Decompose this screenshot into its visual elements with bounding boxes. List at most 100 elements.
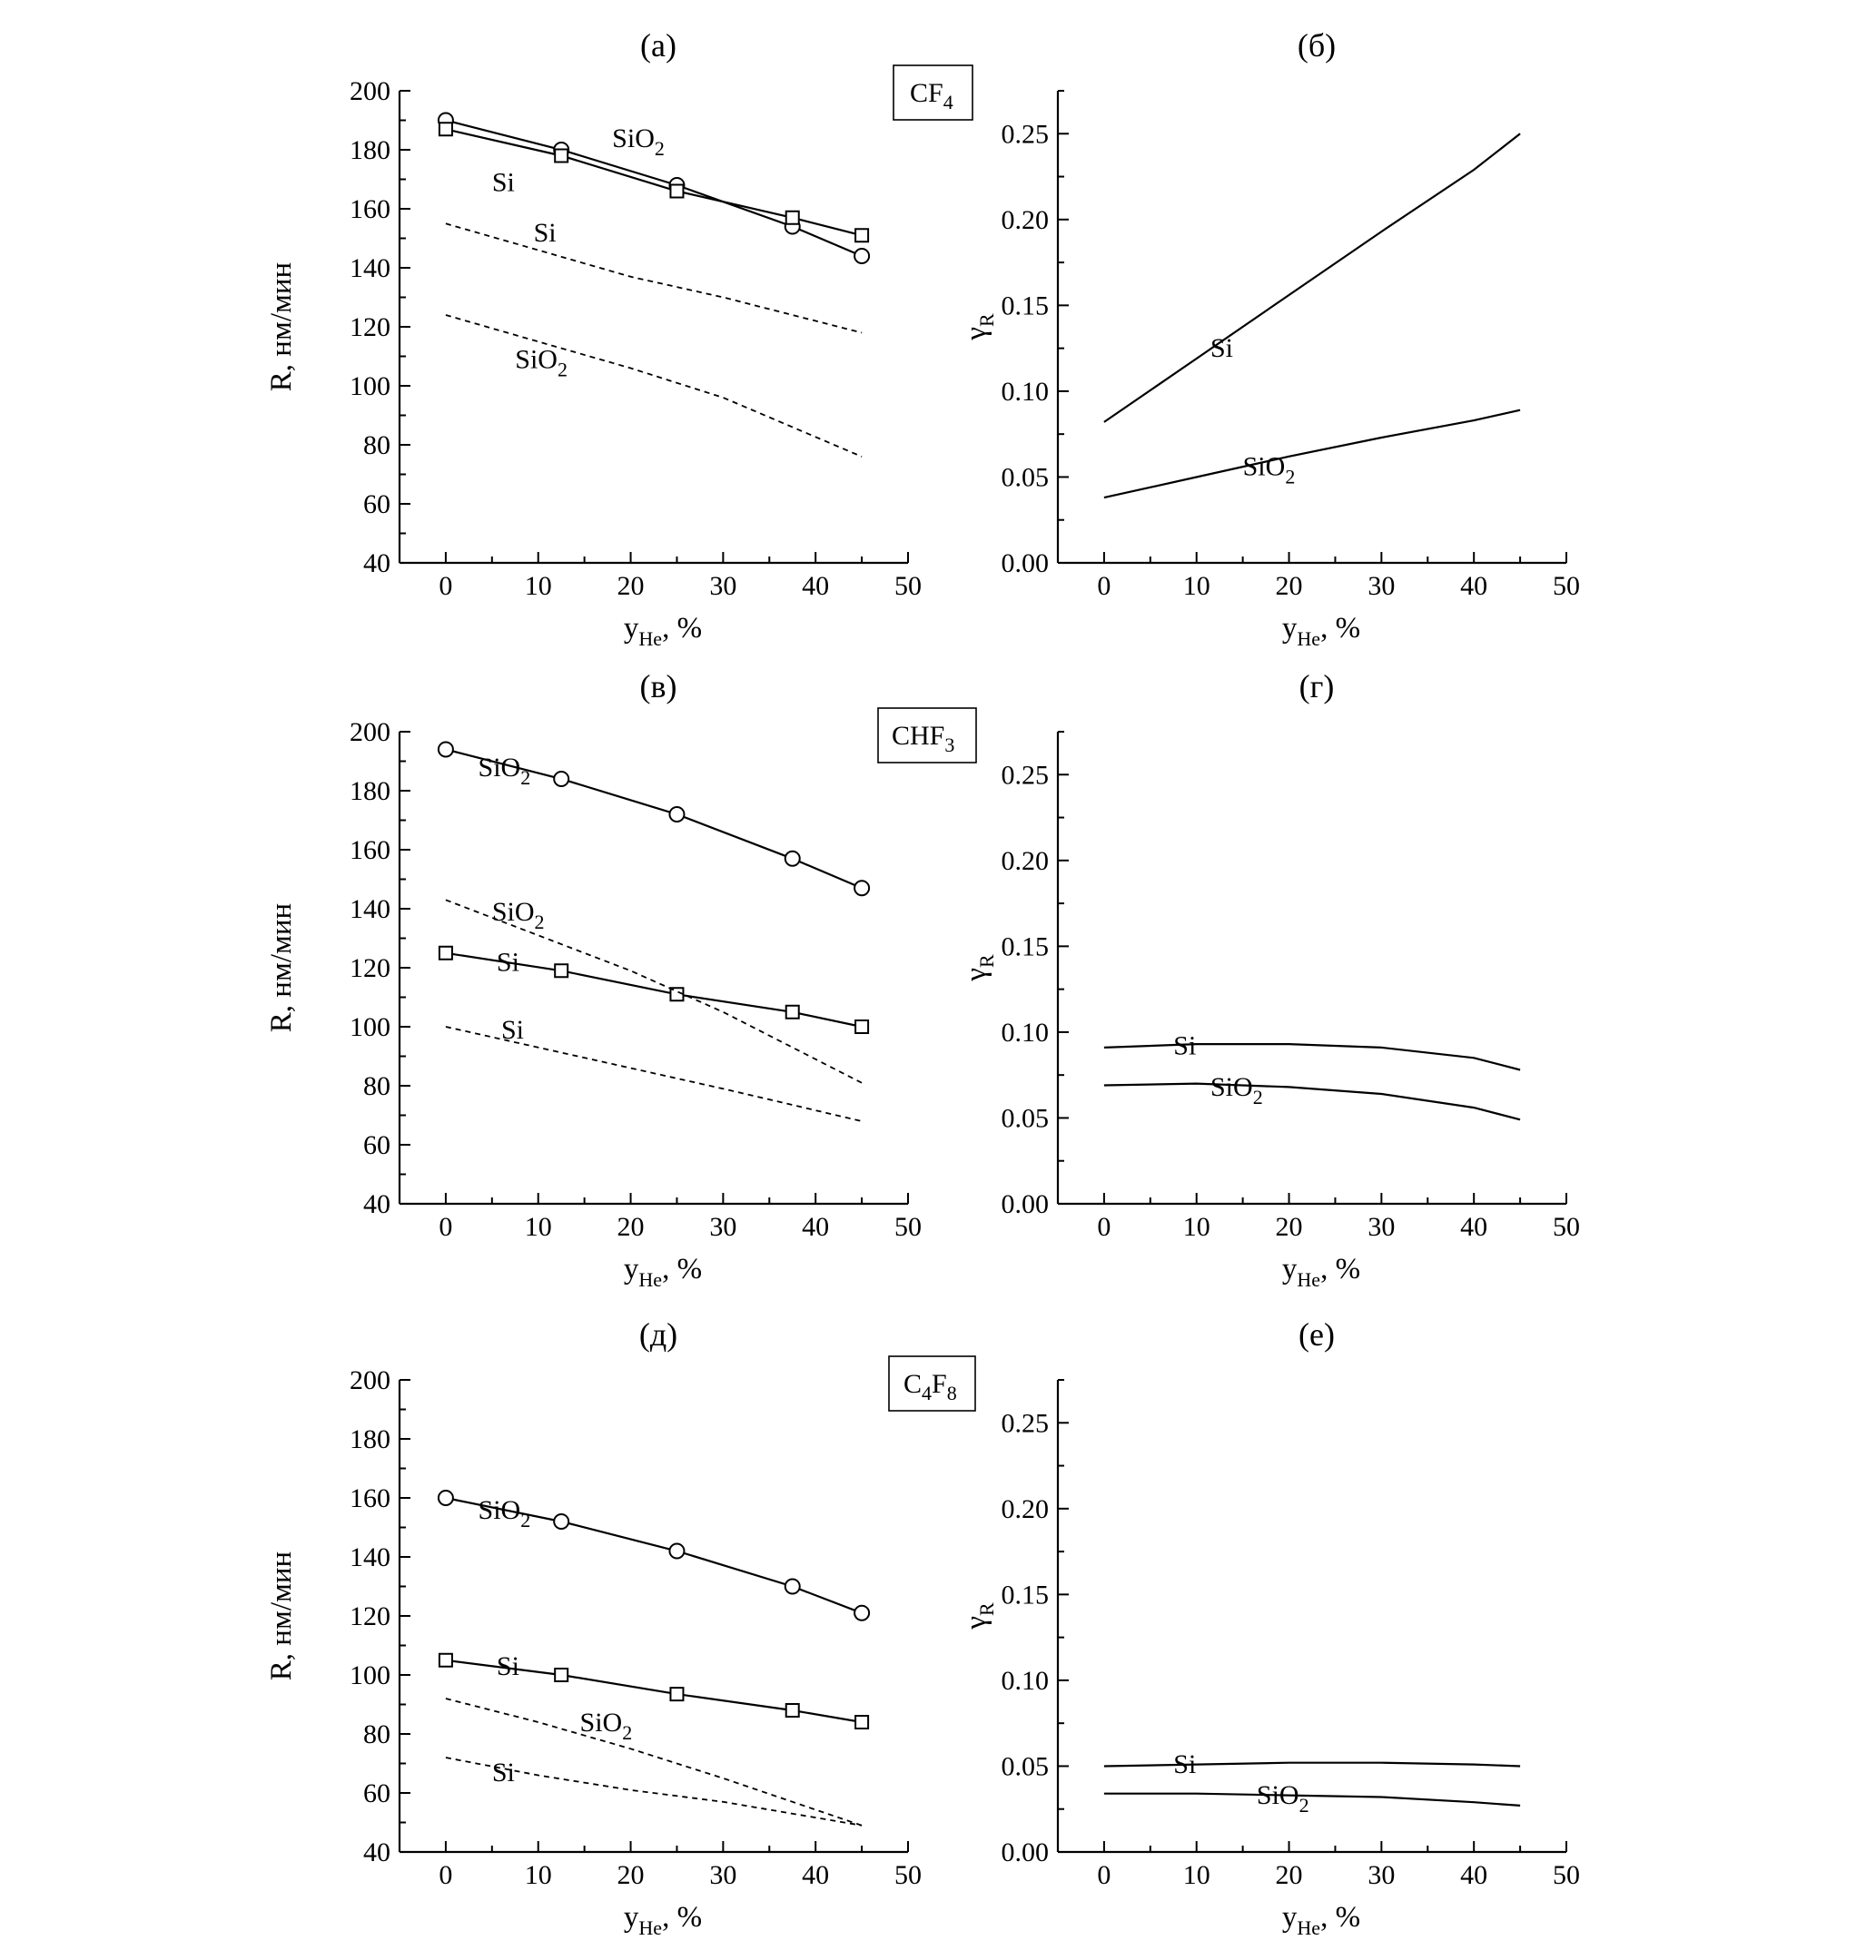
y-tick-label: 0.05 [1002,1751,1050,1781]
curve-label: SiO2 [492,897,545,933]
curve-label: Si [497,1651,519,1681]
y-tick-label: 200 [350,717,390,747]
data-point-square [669,183,685,199]
data-point-square [554,148,569,163]
data-point-circle [437,741,454,758]
y-tick-label: 60 [363,1130,390,1160]
x-tick-label: 0 [439,571,452,601]
y-tick-label: 100 [350,1012,390,1042]
x-axis-label: yHe, % [624,612,702,650]
y-tick-label: 180 [350,135,390,165]
x-tick-label: 40 [1460,1212,1487,1242]
x-tick-label: 0 [1097,571,1111,601]
x-tick-label: 50 [1553,1860,1580,1890]
series-line [1103,1761,1521,1768]
curve-label: SiO2 [479,1495,531,1532]
y-tick-label: 0.25 [1002,760,1050,790]
x-tick-label: 50 [894,571,922,601]
x-tick-label: 0 [439,1212,452,1242]
data-point-circle [437,1490,454,1506]
panel-c-etch-rate-chf3: 0 10 20 30 40 50 40 60 80 100 120 140 160 180 200 (в) yH… [265,668,922,1291]
curve-label: SiO2 [1243,452,1296,488]
series-line [1103,1792,1521,1807]
curve-label: SiO2 [612,123,665,160]
data-point-circle [553,771,570,787]
series-line [445,899,863,1084]
data-point-circle [553,1513,570,1530]
curve-label: Si [534,218,557,248]
x-axis-label: yHe, % [1282,612,1360,650]
data-point-circle [668,1542,686,1560]
y-tick-label: 0.10 [1002,377,1050,407]
curve-label: Si [1210,333,1233,363]
x-axis-label: yHe, % [624,1901,702,1939]
curve-label: Si [501,1015,524,1045]
y-axis-label: γR [960,954,998,982]
series-line [445,1026,863,1122]
y-tick-label: 80 [363,1719,390,1749]
panel-title: (д) [639,1316,677,1353]
data-point-square [854,1715,870,1729]
series-line [1103,409,1521,499]
y-tick-label: 140 [350,894,390,924]
data-point-circle [854,248,871,264]
data-point-square [854,1019,870,1034]
x-tick-label: 40 [1460,571,1487,601]
y-tick-label: 140 [350,1542,390,1572]
y-tick-label: 0.00 [1002,548,1050,578]
curve-label: Si [492,1758,515,1788]
y-axis-label: R, нм/мин [265,903,298,1032]
data-point-square [785,1703,800,1718]
y-tick-label: 160 [350,835,390,865]
curve-label: Si [1173,1749,1196,1779]
series-line [445,1757,863,1827]
x-tick-label: 10 [525,1860,552,1890]
x-tick-label: 30 [1368,1212,1395,1242]
data-point-circle [784,1578,801,1595]
x-tick-label: 20 [1276,1860,1303,1890]
x-tick-label: 30 [709,1860,736,1890]
y-tick-label: 0.10 [1002,1018,1050,1048]
curve-label: SiO2 [580,1708,633,1744]
data-point-square [669,1687,685,1702]
x-tick-label: 20 [617,571,645,601]
data-point-circle [854,880,871,897]
panel-b-gamma-cf4: 0 10 20 30 40 50 0.00 0.05 0.10 0.15 0.20 0.25 (б) yH… [960,27,1580,650]
x-tick-label: 40 [802,1860,829,1890]
x-tick-label: 0 [439,1860,452,1890]
curve-label: SiO2 [1210,1072,1263,1108]
data-point-square [785,1004,800,1019]
y-tick-label: 60 [363,489,390,519]
data-point-square [554,963,569,979]
y-tick-label: 0.00 [1002,1189,1050,1219]
x-tick-label: 30 [1368,1860,1395,1890]
y-tick-label: 80 [363,430,390,460]
y-tick-label: 0.10 [1002,1666,1050,1696]
curve-label: SiO2 [1257,1780,1309,1817]
y-tick-label: 0.05 [1002,462,1050,492]
panel-title: (в) [640,668,677,704]
y-tick-label: 40 [363,1837,390,1867]
svg-text:C4F8: C4F8 [903,1369,957,1404]
y-tick-label: 140 [350,253,390,283]
x-tick-label: 10 [1183,1212,1210,1242]
series-line [1103,1082,1521,1121]
panel-title: (г) [1299,668,1335,704]
curve-label: Si [492,168,515,198]
series-line [1103,133,1521,423]
y-tick-label: 200 [350,76,390,106]
x-tick-label: 20 [617,1212,645,1242]
data-point-circle [668,806,686,822]
x-tick-label: 30 [709,1212,736,1242]
data-point-square [785,210,800,225]
x-tick-label: 20 [1276,571,1303,601]
y-tick-label: 100 [350,1660,390,1690]
gas-label-c4f8: C4F8 [888,1355,976,1412]
panel-d-gamma-chf3: 0 10 20 30 40 50 0.00 0.05 0.10 0.15 0.20 0.25 (г) yH… [960,668,1580,1291]
x-tick-label: 50 [1553,1212,1580,1242]
curve-label: SiO2 [515,345,568,381]
x-tick-label: 0 [1097,1860,1111,1890]
y-axis-label: γR [960,1602,998,1630]
x-tick-label: 40 [802,1212,829,1242]
